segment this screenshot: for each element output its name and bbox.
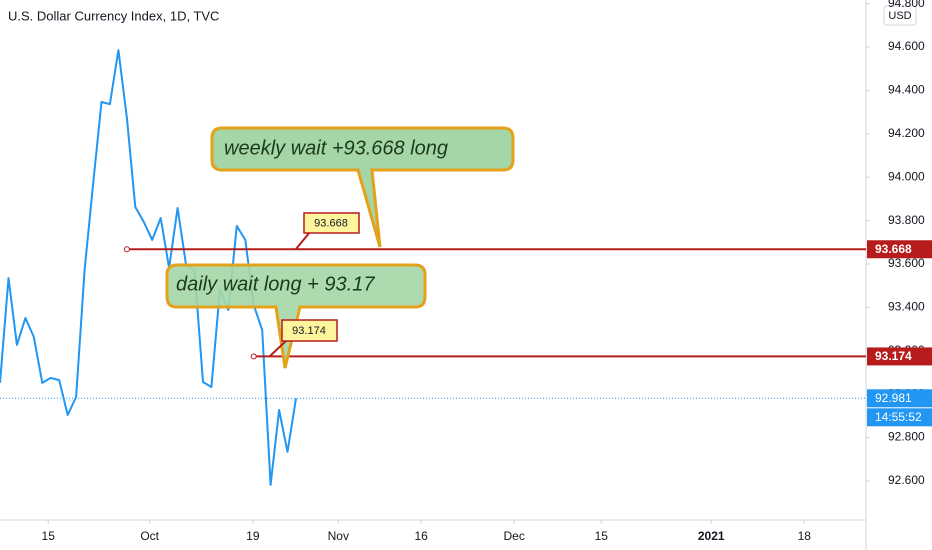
x-tick-label: 19 [246,529,260,543]
countdown-label: 14:55:52 [875,410,922,424]
y-tick-label: 94.400 [888,83,925,97]
y-tick-label: 94.200 [888,126,925,140]
callout-text: weekly wait +93.668 long [224,137,448,159]
x-tick-label: 2021 [698,529,725,543]
price-tag [867,347,932,366]
price-note [303,212,360,234]
y-tick-label: 93.800 [888,213,925,227]
x-tick-label: Oct [140,529,159,543]
x-tick-label: 15 [595,529,609,543]
currency-label: USD [888,10,911,22]
x-tick-label: 15 [42,529,56,543]
y-tick-label: 94.000 [888,169,925,183]
plot [0,49,866,486]
y-tick-label: 92.600 [888,473,925,487]
callout-text: daily wait long + 93.17 [176,273,375,295]
price-note-text: 93.668 [314,217,348,229]
chart-title: U.S. Dollar Currency Index, 1D, TVC [8,8,219,23]
price-tag-label: 93.174 [875,349,912,363]
annotations: weekly wait +93.668 long daily wait long… [165,126,515,369]
label-pointer [295,231,311,250]
y-tick-label: 93.400 [888,300,925,314]
callout-box [210,126,515,248]
price-tag-label: 93.668 [875,242,912,256]
price-line [0,49,297,486]
x-tick-label: 18 [798,529,812,543]
label-pointer [269,339,288,357]
ray-anchor [250,353,257,360]
y-tick-label: 93.600 [888,256,925,270]
price-tag [867,240,932,259]
y-tick-label: 92.800 [888,430,925,444]
ray-anchor [123,246,130,253]
y-tick-label: 94.600 [888,39,925,53]
x-tick-label: 16 [414,529,428,543]
last-price-tag [867,389,932,408]
last-price-label: 92.981 [875,391,912,405]
countdown-tag [867,408,932,427]
price-note-text: 93.174 [292,325,326,337]
x-tick-label: Dec [504,529,525,543]
y-tick-label: 94.800 [888,0,925,10]
currency-badge [883,5,917,26]
price-note [281,319,338,342]
x-tick-label: Nov [328,529,349,543]
